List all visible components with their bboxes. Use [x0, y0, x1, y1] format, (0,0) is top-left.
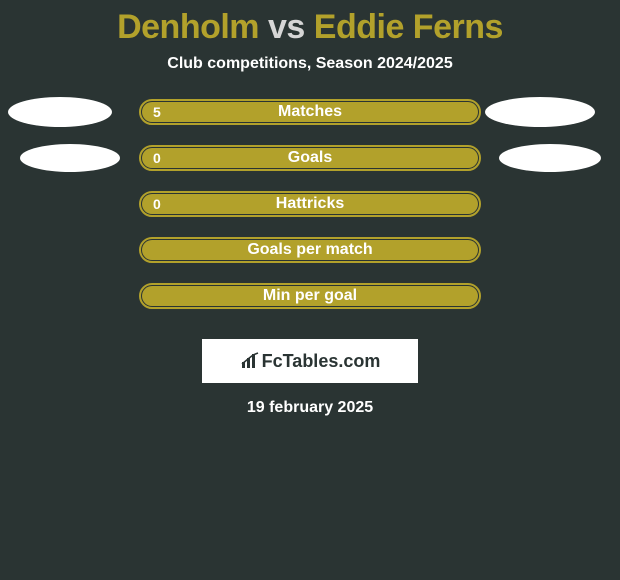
title-vs: vs: [268, 8, 305, 46]
date-label: 19 february 2025: [0, 399, 620, 417]
bar-label: Hattricks: [276, 195, 344, 213]
stat-row: Goals per match: [0, 237, 620, 283]
bar-outer: 5 Matches: [139, 99, 481, 125]
bar-label: Min per goal: [263, 287, 357, 305]
title-player2: Eddie Ferns: [314, 8, 503, 46]
title-player1: Denholm: [117, 8, 259, 46]
bar-outer: Goals per match: [139, 237, 481, 263]
bar-outer: 0 Hattricks: [139, 191, 481, 217]
bar-chart-icon: [240, 352, 262, 370]
bar-left-value: 0: [153, 150, 161, 166]
bar-left-value: 0: [153, 196, 161, 212]
stat-row: 0 Hattricks: [0, 191, 620, 237]
subtitle: Club competitions, Season 2024/2025: [0, 55, 620, 73]
left-avatar: [20, 144, 120, 172]
bar-outer: 0 Goals: [139, 145, 481, 171]
bar-label: Matches: [278, 103, 342, 121]
page-title: Denholm vs Eddie Ferns: [0, 0, 620, 47]
right-avatar: [485, 97, 595, 127]
stat-row: Min per goal: [0, 283, 620, 329]
logo-box: FcTables.com: [202, 339, 418, 383]
bar-label: Goals: [288, 149, 332, 167]
logo-text: FcTables.com: [262, 351, 381, 372]
bar-left-value: 5: [153, 104, 161, 120]
left-avatar: [8, 97, 112, 127]
bar-outer: Min per goal: [139, 283, 481, 309]
stat-row: 5 Matches: [0, 99, 620, 145]
stat-row: 0 Goals: [0, 145, 620, 191]
stat-rows: 5 Matches 0 Goals 0 Hattricks Goals per match M…: [0, 99, 620, 329]
right-avatar: [499, 144, 601, 172]
bar-label: Goals per match: [247, 241, 372, 259]
